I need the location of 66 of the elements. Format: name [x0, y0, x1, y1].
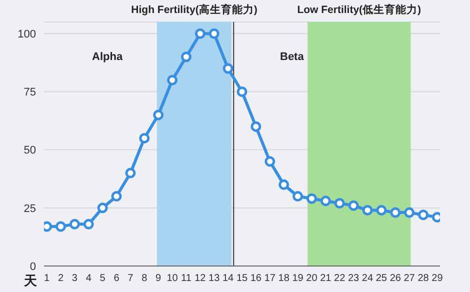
point — [390, 207, 401, 218]
point — [153, 110, 164, 120]
x-tick-label: 1 — [44, 273, 50, 284]
point — [83, 218, 94, 230]
point — [139, 132, 150, 144]
x-tick-label: 21 — [320, 273, 332, 284]
x-tick-label: 11 — [181, 273, 192, 284]
point — [125, 168, 136, 178]
x-tick-label: 24 — [362, 273, 374, 284]
point — [180, 52, 192, 62]
band-label: Low Fertility(低生育能力) — [297, 3, 422, 16]
x-tick-label: 19 — [292, 273, 304, 284]
x-tick-label: 14 — [222, 273, 234, 284]
y-tick-label: 100 — [18, 28, 36, 41]
x-tick-label: 10 — [166, 273, 178, 284]
x-tick-label: 4 — [86, 273, 92, 284]
point — [111, 191, 122, 202]
annotation: Beta — [280, 51, 304, 63]
band-label: High Fertility(高生育能力) — [131, 3, 258, 16]
point — [320, 196, 331, 206]
point — [236, 86, 248, 97]
x-tick-label: 6 — [114, 273, 120, 284]
point — [97, 202, 108, 214]
point — [55, 221, 66, 232]
x-tick-label: 2 — [58, 273, 64, 284]
point — [292, 191, 304, 202]
point — [194, 28, 206, 39]
x-tick-label: 16 — [250, 273, 262, 284]
x-tick-label: 15 — [236, 273, 248, 284]
y-tick-label: 25 — [24, 202, 36, 215]
x-tick-label: 13 — [208, 273, 220, 284]
x-tick-label: 26 — [390, 273, 402, 284]
x-tick-label: 17 — [264, 273, 276, 284]
y-tick-label: 50 — [24, 144, 36, 157]
point — [250, 121, 262, 132]
y-tick-label: 0 — [30, 260, 36, 273]
point — [278, 179, 290, 190]
point — [404, 207, 415, 218]
point — [334, 198, 345, 209]
point — [348, 200, 359, 211]
point — [376, 204, 387, 216]
x-tick-label: 9 — [156, 273, 162, 284]
x-tick-label: 28 — [418, 273, 430, 284]
x-tick-label: 7 — [128, 273, 134, 284]
x-tick-label: 22 — [334, 273, 346, 284]
x-tick-label: 3 — [72, 273, 78, 284]
x-tick-label: 12 — [194, 273, 206, 284]
point — [418, 210, 429, 220]
x-tick-label: 23 — [348, 273, 360, 284]
point — [167, 74, 178, 86]
x-axis-title: 天 — [23, 273, 38, 288]
point — [69, 218, 80, 230]
x-tick-label: 8 — [142, 273, 148, 284]
y-tick-label: 75 — [24, 86, 36, 99]
x-tick-label: 18 — [278, 273, 290, 284]
point — [264, 156, 276, 167]
point — [222, 63, 234, 74]
x-tick-label: 29 — [432, 273, 444, 284]
x-tick-label: 27 — [404, 273, 416, 284]
point — [306, 193, 317, 204]
x-tick-label: 20 — [306, 273, 318, 284]
x-tick-label: 25 — [376, 273, 388, 284]
point — [208, 28, 220, 39]
annotation: Alpha — [92, 51, 123, 63]
point — [362, 204, 373, 216]
x-tick-label: 5 — [100, 273, 106, 284]
